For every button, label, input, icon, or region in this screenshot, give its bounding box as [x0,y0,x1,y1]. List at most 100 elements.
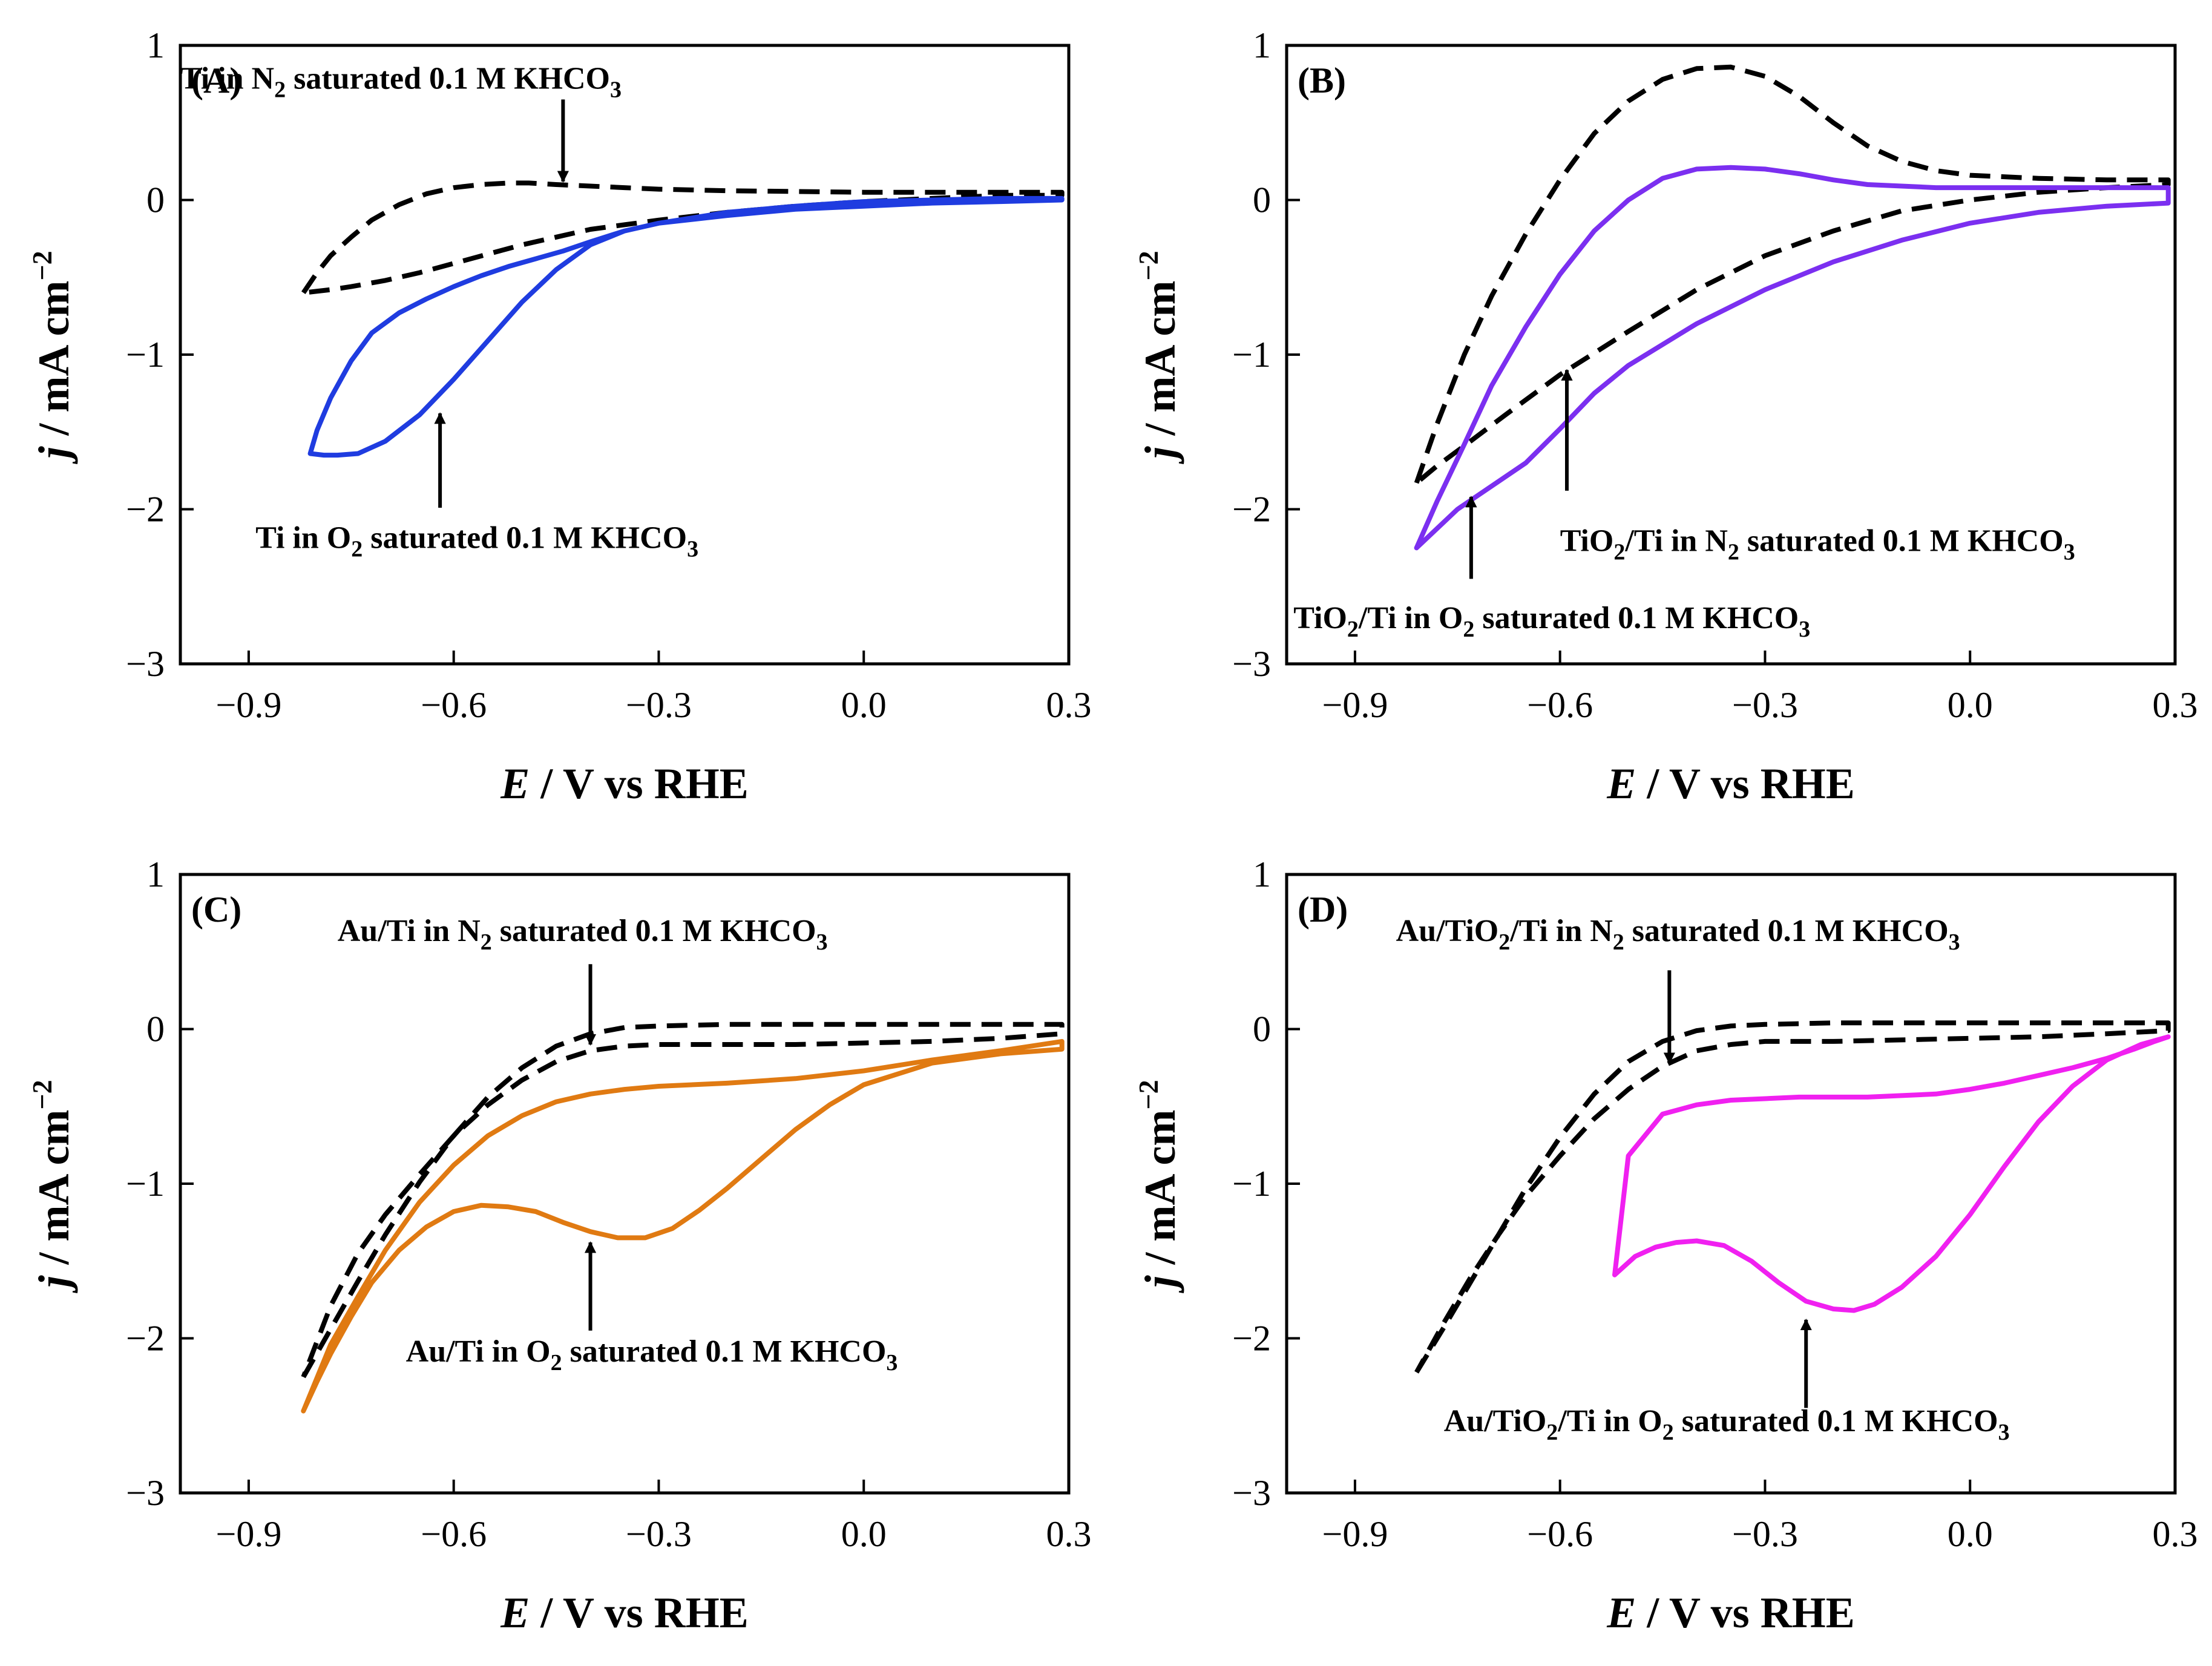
x-tick-label: −0.3 [1732,685,1798,725]
panel-b: −0.9 −0.6 −0.3 0.0 0.3 1 0 −1 −2 −3 E / V vs RHE j … [1133,25,2198,808]
x-tick-label: −0.9 [1322,1514,1388,1554]
annotation-subscript: 2 [1347,617,1359,642]
y-tick-label: −3 [126,1473,165,1513]
n2-dashed-curve [1414,64,2171,485]
x-axis-label-symbol: E [1606,1589,1636,1637]
annotation-text: saturated 0.1 M KHCO [1474,601,1799,635]
y-tick-label: −2 [1232,1319,1271,1359]
annotation-subscript: 2 [1662,1420,1674,1445]
y-tick-label: 0 [1253,180,1271,220]
annotation-text: saturated 0.1 M KHCO [1674,1404,1998,1438]
x-axis-label-symbol: E [500,759,530,808]
panel-tag: (A) [191,61,241,100]
x-axis-label-unit: / V vs RHE [1636,759,1854,808]
plot-frame [1285,44,2177,666]
annotation-subscript: 2 [1728,539,1739,565]
panel-d: −0.9 −0.6 −0.3 0.0 0.3 1 0 −1 −2 −3 E / V vs RHE j … [1133,854,2198,1637]
x-tick-label: −0.6 [1527,685,1593,725]
annotation-label: Ti in O2 saturated 0.1 M KHCO3 [255,520,698,562]
annotation-text: saturated 0.1 M KHCO [286,62,610,96]
annotation-subscript: 2 [274,77,286,103]
x-tick-label: 0.3 [2153,1514,2198,1554]
x-tick-label: −0.6 [421,685,487,725]
annotation-text: TiO [1293,601,1347,635]
x-tick-label: −0.6 [421,1514,487,1554]
annotation-subscript: 3 [816,930,828,955]
x-axis-label: E / V vs RHE [500,1589,748,1637]
x-tick-label: 0.3 [1046,1514,1092,1554]
x-tick-label: −0.9 [216,685,282,725]
y-tick-label: 1 [146,25,165,65]
annotation-label: Au/Ti in O2 saturated 0.1 M KHCO3 [406,1334,898,1376]
annotation-subscript: 2 [1613,539,1625,565]
annotation-text: Au/TiO [1444,1404,1547,1438]
o2-solid-curve [1612,1034,2171,1313]
annotation-label: Au/Ti in N2 saturated 0.1 M KHCO3 [338,914,828,955]
x-axis-label-unit: / V vs RHE [1636,1589,1854,1637]
y-axis-label-exponent: −2 [27,1080,57,1109]
x-tick-label: 0.3 [1046,685,1092,725]
panel-tag: (B) [1298,61,1346,100]
y-tick-label: −1 [1232,335,1271,375]
annotation-subscript: 2 [1546,1420,1558,1445]
y-tick-label: −3 [126,644,165,684]
y-axis-label: j / mA cm−2 [27,1080,78,1293]
annotation-subscript: 2 [1463,617,1474,642]
annotation-text: /Ti in N [1509,914,1613,948]
x-axis-label: E / V vs RHE [1606,1589,1854,1637]
y-tick-label: 1 [146,854,165,894]
n2-dashed-curve [301,1022,1065,1379]
annotation-text: saturated 0.1 M KHCO [1624,914,1949,948]
x-tick-label: −0.3 [1732,1514,1798,1554]
annotation-label: Au/TiO2/Ti in N2 saturated 0.1 M KHCO3 [1396,914,1960,955]
x-tick-label: −0.3 [626,685,692,725]
o2-solid-curve [307,195,1065,458]
y-axis-label-symbol: j [1136,1275,1184,1294]
x-tick-label: 0.3 [2153,685,2198,725]
y-tick-label: −3 [1232,1473,1271,1513]
y-tick-label: −2 [126,490,165,530]
x-tick-label: −0.9 [216,1514,282,1554]
annotation-subscript: 3 [2064,539,2075,565]
y-axis-label: j / mA cm−2 [1133,251,1184,464]
annotation-subscript: 3 [1799,617,1810,642]
x-axis-label-symbol: E [1606,759,1636,808]
x-tick-label: −0.3 [626,1514,692,1554]
y-axis-label-unit: / mA cm [30,281,78,447]
annotation-text: saturated 0.1 M KHCO [492,914,816,948]
plot-frame [179,873,1071,1495]
plot-frame [1285,873,2177,1495]
annotation-subscript: 3 [886,1350,898,1376]
annotation-text: Au/Ti in N [338,914,481,948]
x-tick-label: −0.6 [1527,1514,1593,1554]
y-axis-label-symbol: j [1136,446,1184,465]
annotation-label: Ti in N2 saturated 0.1 M KHCO3 [180,62,622,103]
y-tick-label: 1 [1253,25,1271,65]
annotation-label: Au/TiO2/Ti in O2 saturated 0.1 M KHCO3 [1444,1404,2010,1445]
annotation-text: Au/TiO [1396,914,1499,948]
x-tick-label: 0.0 [841,685,887,725]
annotation-text: Ti in N [180,62,274,96]
annotation-text: /Ti in N [1624,523,1728,558]
panel-tag: (C) [191,890,241,930]
annotation-subscript: 2 [481,930,492,955]
x-tick-label: 0.0 [1948,685,1993,725]
y-tick-label: −1 [126,1164,165,1204]
annotation-label: TiO2/Ti in O2 saturated 0.1 M KHCO3 [1293,601,1810,642]
y-axis-label-exponent: −2 [27,251,57,280]
y-tick-label: 0 [146,1009,165,1049]
y-axis-label-unit: / mA cm [1136,281,1184,447]
y-axis-label-unit: / mA cm [30,1110,78,1276]
annotation-text: /Ti in O [1358,601,1463,635]
panel-c: −0.9 −0.6 −0.3 0.0 0.3 1 0 −1 −2 −3 E / V vs RHE j … [27,854,1092,1637]
x-axis-label: E / V vs RHE [500,759,748,808]
x-axis-label-unit: / V vs RHE [530,759,748,808]
x-tick-label: 0.0 [1948,1514,1993,1554]
x-tick-label: 0.0 [841,1514,887,1554]
plot-frame [179,44,1071,666]
y-axis-label-exponent: −2 [1133,1080,1164,1109]
x-axis-label-unit: / V vs RHE [530,1589,748,1637]
y-axis-label-symbol: j [30,446,78,465]
n2-dashed-curve [301,180,1065,295]
annotation-subscript: 3 [687,536,698,562]
